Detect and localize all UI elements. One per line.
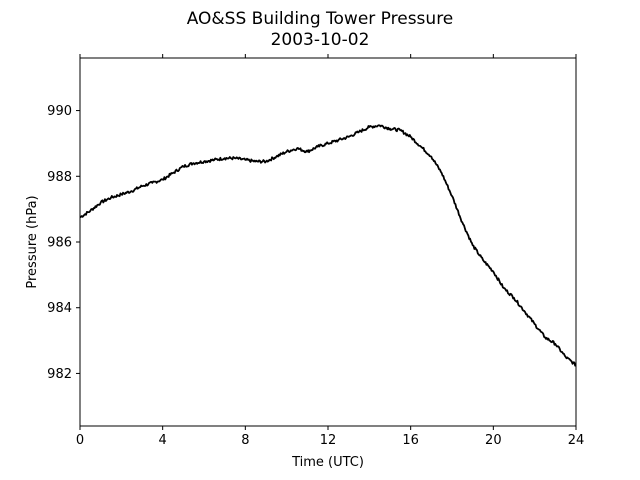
x-tick-label: 4 (159, 433, 167, 448)
x-tick-label: 0 (76, 433, 84, 448)
x-tick-label: 8 (241, 433, 249, 448)
plot-area (79, 57, 577, 427)
chart-subtitle: 2003-10-02 (271, 30, 370, 50)
x-tick-label: 24 (568, 433, 585, 448)
series-line (79, 124, 577, 367)
x-tick-label: 16 (402, 433, 419, 448)
x-tick-label: 20 (485, 433, 502, 448)
y-tick-label: 988 (47, 170, 72, 185)
x-axis-label: Time (UTC) (291, 455, 364, 470)
y-axis: 982 984 986 988 990 (47, 104, 80, 382)
y-tick-label: 990 (47, 104, 72, 119)
y-tick-label: 982 (47, 367, 72, 382)
y-tick-label: 986 (47, 236, 72, 251)
chart-title: AO&SS Building Tower Pressure (187, 9, 454, 29)
y-tick-label: 984 (47, 301, 72, 316)
y-axis-label: Pressure (hPa) (25, 195, 40, 288)
x-axis: 0 4 8 12 16 20 24 (76, 54, 584, 448)
x-tick-label: 12 (320, 433, 337, 448)
